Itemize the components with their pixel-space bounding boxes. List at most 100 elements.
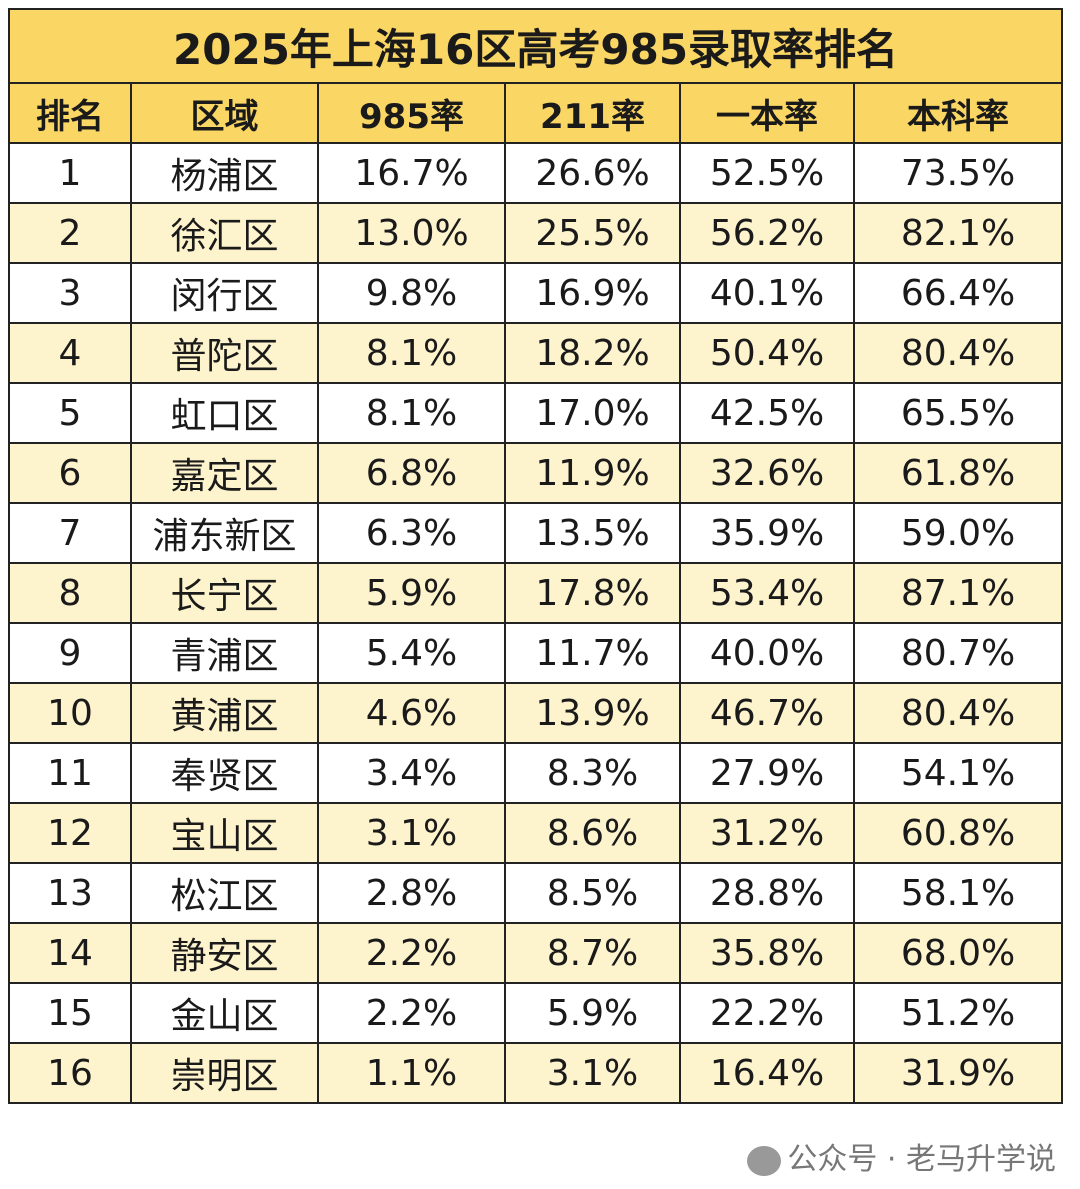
cell-district: 金山区 [130,982,319,1044]
cell-rank: 2 [8,202,132,264]
cell-rate-bachelor: 68.0% [852,922,1064,984]
cell-rate-bachelor: 80.4% [852,682,1064,744]
cell-rate-211: 8.5% [504,862,681,924]
cell-rate-211: 11.7% [504,622,681,684]
cell-rate-tier1: 27.9% [679,742,855,804]
cell-rate-tier1: 56.2% [679,202,855,264]
cell-district: 静安区 [130,922,319,984]
cell-rate-985: 13.0% [317,202,506,264]
cell-rate-985: 5.9% [317,562,506,624]
table-row: 11 奉贤区 3.4% 8.3% 27.9% 54.1% [8,742,1064,804]
cell-rate-211: 13.5% [504,502,681,564]
table-row: 12 宝山区 3.1% 8.6% 31.2% 60.8% [8,802,1064,864]
table-row: 13 松江区 2.8% 8.5% 28.8% 58.1% [8,862,1064,924]
cell-rank: 12 [8,802,132,864]
cell-rate-bachelor: 65.5% [852,382,1064,444]
cell-rank: 8 [8,562,132,624]
cell-rate-985: 1.1% [317,1042,506,1104]
cell-rate-211: 17.0% [504,382,681,444]
table-row: 8 长宁区 5.9% 17.8% 53.4% 87.1% [8,562,1064,624]
cell-rate-211: 13.9% [504,682,681,744]
cell-rate-985: 2.2% [317,982,506,1044]
cell-rate-tier1: 50.4% [679,322,855,384]
cell-rate-211: 25.5% [504,202,681,264]
wechat-icon [747,1145,782,1176]
cell-district: 嘉定区 [130,442,319,504]
table-row: 4 普陀区 8.1% 18.2% 50.4% 80.4% [8,322,1064,384]
watermark-text: 公众号 · 老马升学说 [787,1142,1056,1177]
cell-rate-985: 4.6% [317,682,506,744]
cell-rate-bachelor: 31.9% [852,1042,1064,1104]
cell-rate-bachelor: 59.0% [852,502,1064,564]
cell-rank: 7 [8,502,132,564]
cell-rate-bachelor: 60.8% [852,802,1064,864]
cell-rate-tier1: 28.8% [679,862,855,924]
table-title: 2025年上海16区高考985录取率排名 [7,8,1064,84]
cell-district: 黄浦区 [130,682,319,744]
table-row: 3 闵行区 9.8% 16.9% 40.1% 66.4% [8,262,1064,324]
cell-rate-bachelor: 61.8% [852,442,1064,504]
cell-rate-tier1: 52.5% [679,142,855,204]
column-header-rate-tier1: 一本率 [679,82,855,144]
cell-rate-bachelor: 80.4% [852,322,1064,384]
cell-rank: 11 [8,742,132,804]
cell-rate-211: 8.6% [504,802,681,864]
cell-rate-tier1: 40.1% [679,262,855,324]
cell-rate-985: 2.8% [317,862,506,924]
cell-rate-985: 2.2% [317,922,506,984]
cell-rank: 9 [8,622,132,684]
cell-rate-tier1: 53.4% [679,562,855,624]
cell-rate-tier1: 16.4% [679,1042,855,1104]
table-row: 14 静安区 2.2% 8.7% 35.8% 68.0% [8,922,1064,984]
table-row: 5 虹口区 8.1% 17.0% 42.5% 65.5% [8,382,1064,444]
cell-rate-211: 5.9% [504,982,681,1044]
cell-rate-985: 16.7% [317,142,506,204]
cell-district: 崇明区 [130,1042,319,1104]
cell-rate-bachelor: 58.1% [852,862,1064,924]
cell-district: 杨浦区 [130,142,319,204]
cell-rank: 1 [8,142,132,204]
cell-rate-bachelor: 51.2% [852,982,1064,1044]
watermark: 公众号 · 老马升学说 [747,1142,1056,1178]
column-header-rate-985: 985率 [317,82,506,144]
table-row: 6 嘉定区 6.8% 11.9% 32.6% 61.8% [8,442,1064,504]
cell-rate-tier1: 42.5% [679,382,855,444]
cell-district: 徐汇区 [130,202,319,264]
cell-rate-bachelor: 87.1% [852,562,1064,624]
cell-rank: 3 [8,262,132,324]
cell-rate-985: 6.3% [317,502,506,564]
table-row: 15 金山区 2.2% 5.9% 22.2% 51.2% [8,982,1064,1044]
cell-rank: 15 [8,982,132,1044]
cell-rate-bachelor: 80.7% [852,622,1064,684]
cell-rate-211: 3.1% [504,1042,681,1104]
cell-district: 闵行区 [130,262,319,324]
cell-rank: 14 [8,922,132,984]
cell-rate-211: 17.8% [504,562,681,624]
cell-rate-211: 18.2% [504,322,681,384]
cell-district: 普陀区 [130,322,319,384]
cell-district: 奉贤区 [130,742,319,804]
cell-rate-985: 6.8% [317,442,506,504]
table-row: 7 浦东新区 6.3% 13.5% 35.9% 59.0% [8,502,1064,564]
cell-rank: 10 [8,682,132,744]
table-row: 16 崇明区 1.1% 3.1% 16.4% 31.9% [8,1042,1064,1104]
table-row: 2 徐汇区 13.0% 25.5% 56.2% 82.1% [8,202,1064,264]
cell-district: 浦东新区 [130,502,319,564]
cell-rate-bachelor: 54.1% [852,742,1064,804]
table-row: 10 黄浦区 4.6% 13.9% 46.7% 80.4% [8,682,1064,744]
cell-rate-tier1: 46.7% [679,682,855,744]
cell-rate-211: 8.7% [504,922,681,984]
cell-rank: 13 [8,862,132,924]
cell-rate-tier1: 35.9% [679,502,855,564]
cell-district: 青浦区 [130,622,319,684]
cell-rate-bachelor: 73.5% [852,142,1064,204]
cell-rate-tier1: 32.6% [679,442,855,504]
cell-rate-985: 3.4% [317,742,506,804]
cell-rate-tier1: 35.8% [679,922,855,984]
column-header-rate-bachelor: 本科率 [852,82,1064,144]
cell-rate-985: 5.4% [317,622,506,684]
ranking-table: 2025年上海16区高考985录取率排名 排名 区域 985率 211率 一本率 本科率 … [7,8,1064,1104]
cell-rate-985: 3.1% [317,802,506,864]
cell-district: 长宁区 [130,562,319,624]
cell-rate-985: 8.1% [317,322,506,384]
